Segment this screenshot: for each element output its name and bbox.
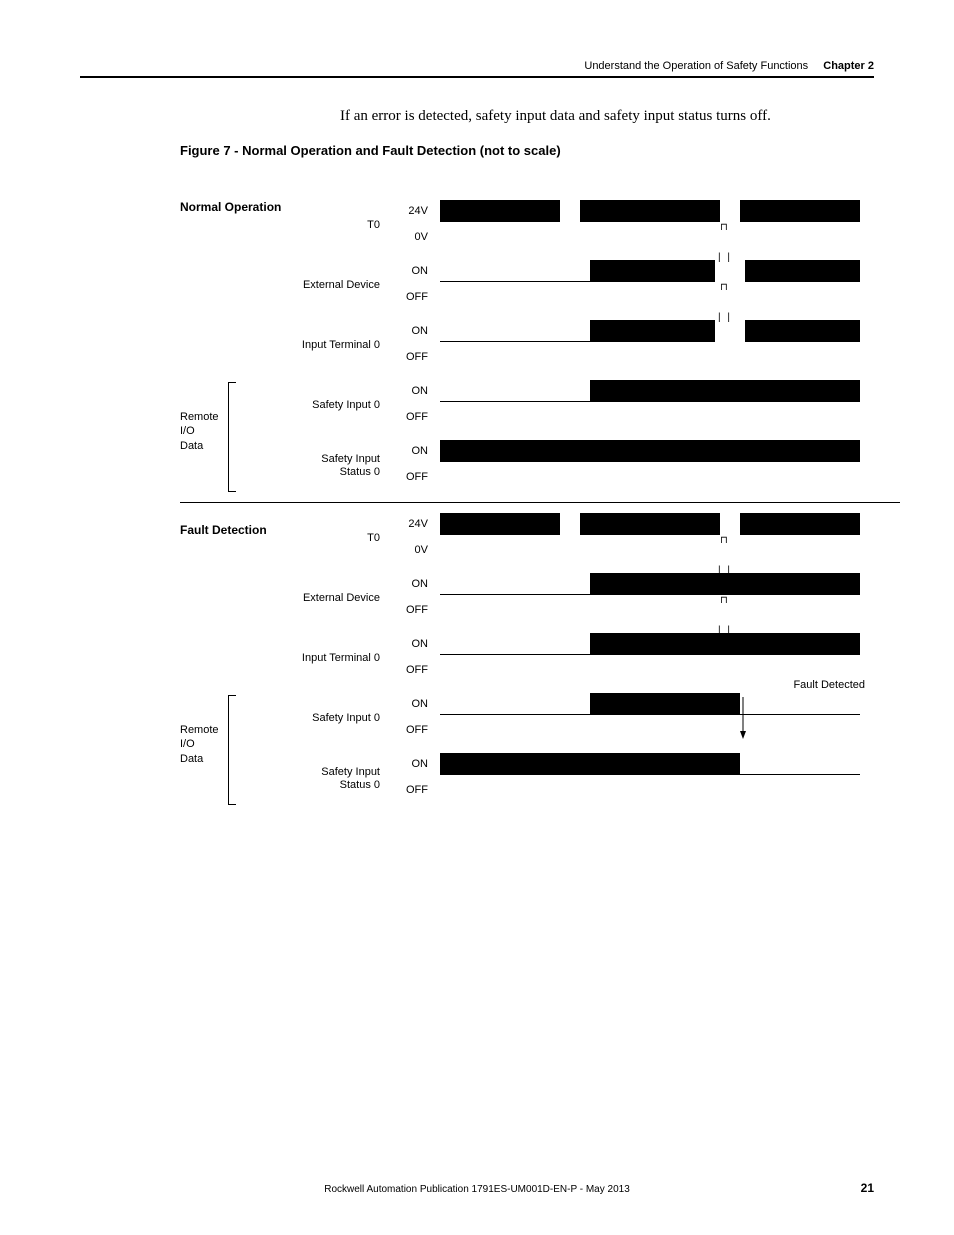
in0-low: OFF: [398, 351, 428, 363]
ext-waveform-normal: | |: [440, 260, 860, 282]
page-header: Understand the Operation of Safety Funct…: [80, 60, 874, 78]
timing-diagram: Normal Operation T0 24V 0V ⊓: [180, 198, 900, 803]
sis0-waveform-normal: [440, 440, 860, 462]
sis0-low: OFF: [398, 471, 428, 483]
footer-pub: Rockwell Automation Publication 1791ES-U…: [0, 1184, 954, 1195]
si0-waveform-fault: Fault Detected: [440, 693, 860, 715]
page-number: 21: [861, 1181, 874, 1195]
ext-low: OFF: [398, 291, 428, 303]
si0-low: OFF: [398, 411, 428, 423]
si0-waveform-normal: [440, 380, 860, 402]
si0-high: ON: [398, 385, 428, 397]
intro-text: If an error is detected, safety input da…: [340, 108, 874, 125]
arrow-down-icon: [740, 697, 760, 741]
ext-waveform-fault: | |: [440, 573, 860, 595]
t0-waveform-fault: [440, 513, 860, 535]
in0-high: ON: [398, 325, 428, 337]
t0-waveform-normal: [440, 200, 860, 222]
sis0-waveform-fault: [440, 753, 860, 775]
in0-waveform-fault: | |: [440, 633, 860, 655]
section-divider: [180, 502, 900, 503]
fault-detected-label: Fault Detected: [793, 679, 865, 691]
figure-caption: Figure 7 - Normal Operation and Fault De…: [180, 143, 874, 158]
t0-low: 0V: [398, 231, 428, 243]
header-chapter: Chapter 2: [823, 60, 874, 72]
in0-waveform-normal: | |: [440, 320, 860, 342]
sis0-high: ON: [398, 445, 428, 457]
t0-high: 24V: [398, 205, 428, 217]
ext-high: ON: [398, 265, 428, 277]
header-title: Understand the Operation of Safety Funct…: [584, 60, 808, 72]
